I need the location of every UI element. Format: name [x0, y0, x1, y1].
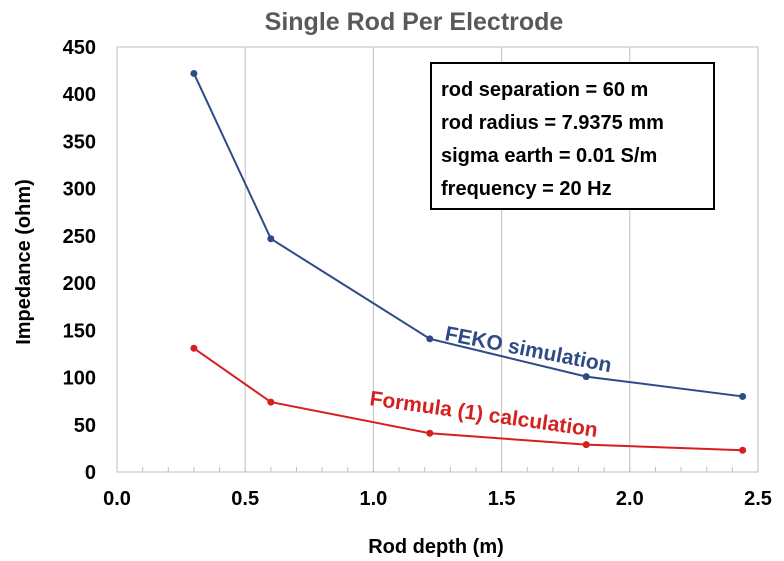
x-tick-label: 0.5	[231, 488, 259, 510]
x-axis-label: Rod depth (m)	[368, 536, 504, 558]
y-tick-label: 350	[63, 131, 96, 153]
y-tick-label: 400	[63, 84, 96, 106]
data-point-0	[267, 235, 275, 243]
info-line: frequency = 20 Hz	[441, 178, 612, 200]
x-tick-label: 1.5	[488, 488, 516, 510]
y-tick-label: 250	[63, 226, 96, 248]
x-tick-label: 2.0	[616, 488, 644, 510]
series-label-feko: FEKO simulation	[443, 322, 613, 377]
data-point-0	[739, 392, 747, 400]
series-layer	[190, 69, 747, 454]
series-label-formula: Formula (1) calculation	[368, 387, 599, 442]
chart-title: Single Rod Per Electrode	[265, 8, 564, 36]
plot-frame	[116, 46, 759, 473]
y-axis-label: Impedance (ohm)	[13, 179, 35, 345]
y-tick-label: 150	[63, 320, 96, 342]
y-tick-label: 450	[63, 37, 96, 59]
data-point-0	[426, 335, 434, 343]
data-point-1	[426, 429, 434, 437]
y-tick-labels: 0 50 100 150 200 250 300 350 400 450	[63, 37, 96, 484]
x-tick-label: 0.0	[103, 488, 131, 510]
y-tick-label: 100	[63, 368, 96, 390]
info-box	[430, 62, 715, 210]
y-tick-label: 300	[63, 179, 96, 201]
x-tick-labels: 0.0 0.5 1.0 1.5 2.0 2.5	[103, 488, 772, 510]
series-line-1	[193, 347, 743, 452]
y-tick-label: 0	[85, 462, 96, 484]
info-line: sigma earth = 0.01 S/m	[441, 145, 657, 167]
data-point-1	[739, 446, 747, 454]
y-tick-label: 200	[63, 273, 96, 295]
info-line: rod radius = 7.9375 mm	[441, 112, 664, 134]
data-point-0	[190, 69, 198, 77]
info-line: rod separation = 60 m	[441, 79, 648, 101]
y-tick-label: 50	[74, 415, 96, 437]
data-point-0	[582, 373, 590, 381]
x-tick-label: 2.5	[744, 488, 772, 510]
data-point-1	[267, 398, 275, 406]
data-point-1	[190, 344, 198, 352]
x-tick-label: 1.0	[359, 488, 387, 510]
data-point-1	[582, 441, 590, 449]
info-box-lines: rod separation = 60 m rod radius = 7.9375…	[441, 79, 664, 200]
